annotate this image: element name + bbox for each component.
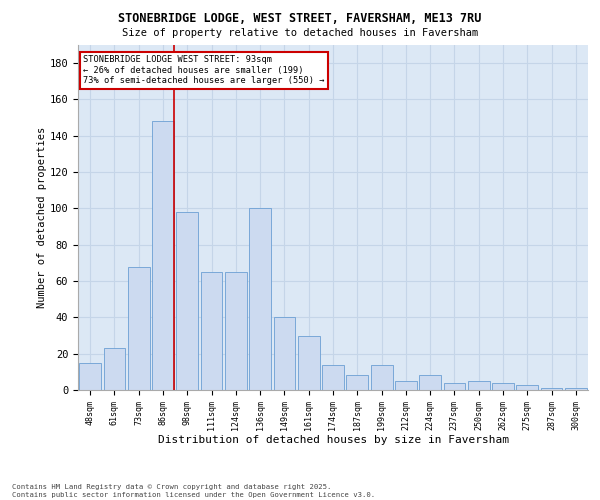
Bar <box>176 212 198 390</box>
Text: Contains HM Land Registry data © Crown copyright and database right 2025.
Contai: Contains HM Land Registry data © Crown c… <box>12 484 375 498</box>
Bar <box>79 363 101 390</box>
Bar <box>104 348 125 390</box>
Bar <box>346 376 368 390</box>
Text: Size of property relative to detached houses in Faversham: Size of property relative to detached ho… <box>122 28 478 38</box>
Bar <box>298 336 320 390</box>
Text: STONEBRIDGE LODGE, WEST STREET, FAVERSHAM, ME13 7RU: STONEBRIDGE LODGE, WEST STREET, FAVERSHA… <box>118 12 482 26</box>
Bar <box>565 388 587 390</box>
Bar <box>492 382 514 390</box>
Text: STONEBRIDGE LODGE WEST STREET: 93sqm
← 26% of detached houses are smaller (199)
: STONEBRIDGE LODGE WEST STREET: 93sqm ← 2… <box>83 56 325 85</box>
Bar <box>225 272 247 390</box>
Bar <box>443 382 466 390</box>
Bar <box>128 266 149 390</box>
Bar <box>322 364 344 390</box>
Bar <box>468 381 490 390</box>
Bar <box>200 272 223 390</box>
Bar <box>274 318 295 390</box>
Bar <box>517 384 538 390</box>
Bar <box>395 381 417 390</box>
Bar <box>152 122 174 390</box>
Bar <box>419 376 441 390</box>
Y-axis label: Number of detached properties: Number of detached properties <box>37 127 47 308</box>
X-axis label: Distribution of detached houses by size in Faversham: Distribution of detached houses by size … <box>157 436 509 446</box>
Bar <box>371 364 392 390</box>
Bar <box>249 208 271 390</box>
Bar <box>541 388 562 390</box>
